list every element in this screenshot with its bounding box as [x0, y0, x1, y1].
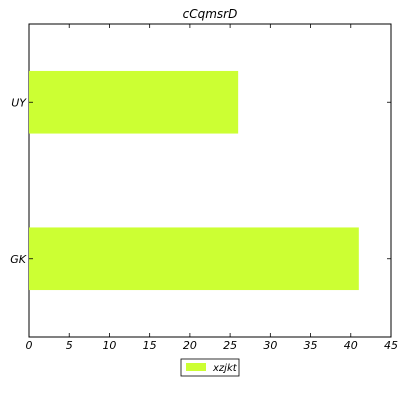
x-tick-label-5: 5: [66, 339, 73, 352]
bar-gk: [29, 227, 359, 291]
ticks-layer: GK UY 0 5 10 15 20 25 30 35 40 45: [10, 24, 398, 352]
bars-layer: [29, 70, 359, 291]
x-tick-label-20: 20: [183, 339, 197, 352]
y-tick-label-gk: GK: [10, 253, 27, 266]
y-tick-label-uy: UY: [11, 96, 27, 109]
x-tick-label-40: 40: [344, 339, 358, 352]
legend-swatch: [186, 363, 206, 371]
x-tick-label-15: 15: [143, 339, 157, 352]
x-tick-label-30: 30: [263, 339, 277, 352]
plot-frame: [28, 23, 392, 338]
x-tick-label-35: 35: [304, 339, 318, 352]
x-tick-label-0: 0: [26, 339, 33, 352]
x-tick-label-10: 10: [102, 339, 116, 352]
x-tick-label-45: 45: [384, 339, 398, 352]
legend: xzjkt: [180, 358, 240, 377]
legend-label: xzjkt: [212, 363, 238, 374]
x-tick-label-25: 25: [223, 339, 237, 352]
chart-title: cCqmsrD: [183, 7, 238, 21]
bar-uy: [29, 70, 239, 134]
